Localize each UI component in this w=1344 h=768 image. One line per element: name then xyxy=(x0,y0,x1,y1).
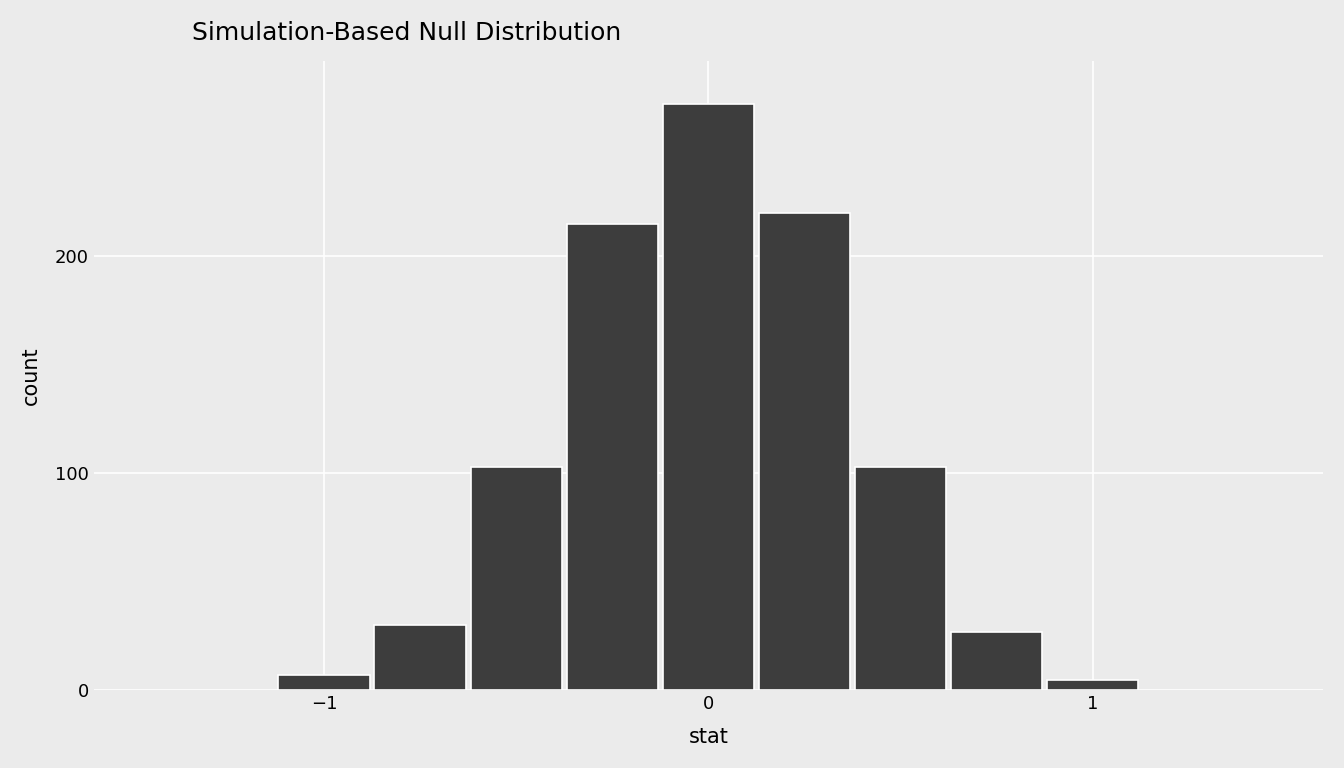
Bar xyxy=(375,625,466,690)
Y-axis label: count: count xyxy=(22,346,40,405)
Bar xyxy=(1047,680,1138,690)
Bar xyxy=(567,223,659,690)
Bar xyxy=(950,632,1043,690)
Bar xyxy=(470,467,562,690)
Bar xyxy=(278,675,370,690)
Bar xyxy=(663,104,754,690)
Bar xyxy=(855,467,946,690)
Text: Simulation-Based Null Distribution: Simulation-Based Null Distribution xyxy=(192,21,621,45)
X-axis label: stat: stat xyxy=(688,727,728,747)
Bar xyxy=(759,213,851,690)
